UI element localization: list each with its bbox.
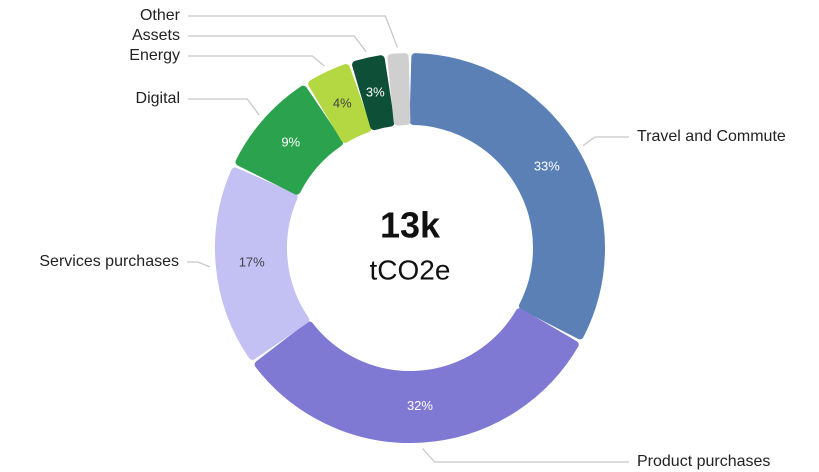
value-label: 17% bbox=[239, 254, 265, 269]
value-label: 4% bbox=[333, 96, 352, 111]
donut-segment bbox=[215, 167, 310, 360]
leader-line bbox=[188, 35, 367, 53]
leader-line bbox=[188, 55, 325, 67]
category-label: Digital bbox=[136, 90, 180, 107]
donut-segment bbox=[254, 308, 579, 443]
value-label: 3% bbox=[366, 84, 385, 99]
value-label: 9% bbox=[281, 134, 300, 149]
donut-segment bbox=[235, 85, 343, 195]
value-label: 32% bbox=[407, 398, 433, 413]
leader-line bbox=[188, 15, 398, 48]
leader-line bbox=[422, 448, 629, 463]
category-label: Product purchases bbox=[637, 453, 770, 470]
donut-segment bbox=[387, 53, 411, 126]
center-title: 13k bbox=[380, 205, 441, 246]
donut-segment bbox=[352, 55, 395, 131]
category-label: Assets bbox=[132, 27, 180, 44]
category-label: Other bbox=[140, 7, 181, 24]
donut-segment bbox=[409, 53, 605, 340]
leader-line bbox=[582, 136, 629, 147]
leader-line bbox=[188, 98, 260, 116]
category-label: Travel and Commute bbox=[637, 128, 786, 145]
leader-line bbox=[187, 261, 211, 268]
value-label: 33% bbox=[534, 158, 560, 173]
category-label: Services purchases bbox=[39, 253, 179, 270]
donut-segment bbox=[308, 64, 372, 143]
category-label: Energy bbox=[129, 47, 180, 64]
center-subtitle: tCO2e bbox=[370, 254, 451, 285]
